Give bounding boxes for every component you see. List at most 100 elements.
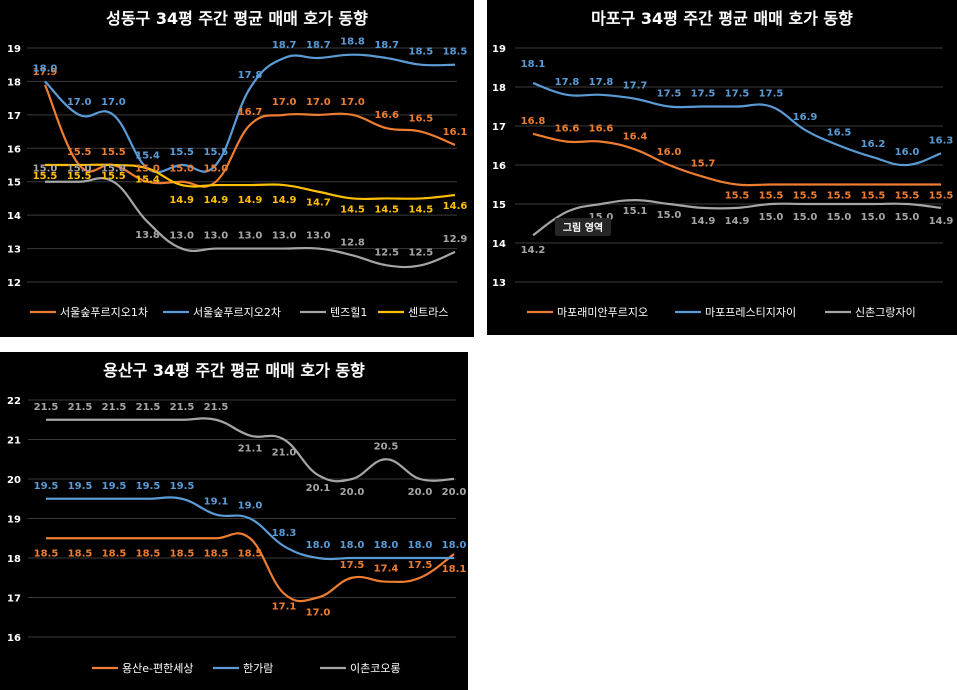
data-label: 18.5 (34, 548, 59, 559)
data-label: 13.0 (203, 231, 228, 242)
legend-label[interactable]: 한가람 (243, 662, 273, 675)
data-label: 18.5 (102, 548, 127, 559)
data-label: 15.5 (67, 147, 92, 158)
data-label: 14.5 (340, 204, 365, 215)
data-label: 14.2 (521, 245, 546, 256)
data-label: 16.7 (238, 107, 263, 118)
data-label: 15.0 (895, 212, 920, 223)
data-label: 13.0 (272, 231, 297, 242)
data-label: 19.5 (68, 481, 93, 492)
data-label: 21.5 (170, 402, 195, 413)
data-label: 15.5 (759, 191, 784, 202)
series-line-2[interactable] (46, 496, 454, 561)
data-label: 15.0 (793, 212, 818, 223)
data-label: 16.6 (589, 124, 614, 135)
data-label: 17.8 (555, 77, 580, 88)
data-label: 17.4 (374, 564, 399, 575)
data-label: 15.0 (203, 164, 228, 175)
tooltip-box (555, 218, 611, 236)
y-tick-label: 17 (7, 111, 21, 122)
series-line-3[interactable] (532, 198, 942, 237)
data-label: 20.0 (340, 487, 365, 498)
y-tick-label: 15 (7, 178, 21, 189)
series-line-2[interactable] (44, 53, 456, 174)
data-label: 15.0 (759, 212, 784, 223)
legend-label[interactable]: 마포래미안푸르지오 (557, 306, 648, 319)
data-label: 21.5 (68, 402, 93, 413)
data-label: 15.0 (169, 164, 194, 175)
legend-label[interactable]: 서울숲푸르지오2차 (193, 306, 281, 319)
y-tick-label: 22 (7, 396, 21, 407)
data-label: 18.5 (443, 47, 468, 58)
yongsan-chart[interactable]: 용산구 34평 주간 평균 매매 호가 동향 16 17 18 19 20 21 22 18.5… (0, 352, 468, 690)
data-label: 15.0 (101, 164, 126, 175)
data-label: 17.5 (725, 89, 750, 100)
data-label: 15.5 (725, 191, 750, 202)
data-label: 17.7 (623, 81, 648, 92)
data-label: 20.0 (408, 487, 433, 498)
data-label: 18.0 (442, 540, 467, 551)
y-tick-label: 18 (7, 77, 21, 88)
y-tick-label: 16 (7, 144, 21, 155)
y-tick-label: 13 (492, 278, 506, 289)
legend-label[interactable]: 센트라스 (408, 306, 448, 319)
data-label: 17.0 (272, 97, 297, 108)
y-tick-label: 19 (7, 44, 21, 55)
data-label: 16.6 (374, 110, 399, 121)
series-line-2[interactable] (532, 82, 942, 167)
series-line-1[interactable] (46, 532, 455, 603)
y-tick-label: 21 (7, 436, 21, 447)
legend-label[interactable]: 용산e-편한세상 (122, 662, 193, 675)
data-label: 16.8 (521, 116, 546, 127)
series-line-3[interactable] (45, 417, 455, 483)
data-label: 16.3 (929, 135, 954, 146)
y-tick-label: 12 (7, 278, 21, 289)
data-label: 15.0 (861, 212, 886, 223)
data-label: 15.5 (169, 147, 194, 158)
data-label: 21.5 (34, 402, 59, 413)
series-line-4[interactable] (45, 163, 456, 201)
data-label: 13.8 (135, 230, 160, 241)
data-label: 20.1 (306, 483, 331, 494)
data-label: 17.5 (691, 89, 716, 100)
data-label: 15.5 (895, 191, 920, 202)
y-tick-label: 14 (7, 211, 21, 222)
data-label: 19.1 (204, 497, 229, 508)
data-label: 16.9 (793, 112, 818, 123)
data-label: 13.0 (169, 231, 194, 242)
data-label: 17.9 (33, 67, 58, 78)
data-label: 21.1 (238, 444, 263, 455)
data-label: 14.9 (929, 216, 954, 227)
data-label: 15.5 (203, 147, 228, 158)
legend-label[interactable]: 이촌코오롱 (350, 662, 401, 675)
data-label: 12.5 (374, 247, 399, 258)
mapo-chart[interactable]: 마포구 34평 주간 평균 매매 호가 동향 13 14 15 16 17 18 19 16.8… (487, 0, 957, 335)
data-label: 15.0 (135, 164, 160, 175)
data-label: 17.0 (306, 608, 331, 619)
data-label: 15.5 (67, 171, 92, 182)
series-line-1[interactable] (532, 132, 941, 187)
data-label: 17.8 (238, 70, 263, 81)
data-label: 19.5 (170, 481, 195, 492)
legend-label[interactable]: 마포프레스티지자이 (705, 306, 796, 319)
data-label: 13.0 (238, 231, 263, 242)
data-label: 15.5 (793, 191, 818, 202)
data-label: 15.5 (101, 147, 126, 158)
seongdong-chart[interactable]: 성동구 34평 주간 평균 매매 호가 동향 12 13 14 15 16 17 18 19 17… (0, 0, 474, 337)
legend-label[interactable]: 신촌그랑자이 (855, 306, 916, 319)
data-label: 16.0 (657, 147, 682, 158)
data-label: 15.0 (657, 210, 682, 221)
data-label: 18.0 (33, 63, 58, 74)
data-label: 17.0 (340, 97, 365, 108)
data-label: 18.5 (408, 47, 433, 58)
legend-label[interactable]: 텐즈힐1 (330, 306, 367, 319)
legend-label[interactable]: 서울숲푸르지오1차 (60, 306, 148, 319)
data-label: 18.1 (442, 564, 467, 575)
data-label: 15.0 (33, 164, 58, 175)
data-label: 18.5 (170, 548, 195, 559)
series-line-3[interactable] (45, 177, 456, 269)
data-label: 20.0 (442, 487, 467, 498)
y-tick-label: 18 (492, 83, 506, 94)
data-label: 17.0 (67, 97, 92, 108)
y-tick-label: 17 (7, 594, 21, 605)
